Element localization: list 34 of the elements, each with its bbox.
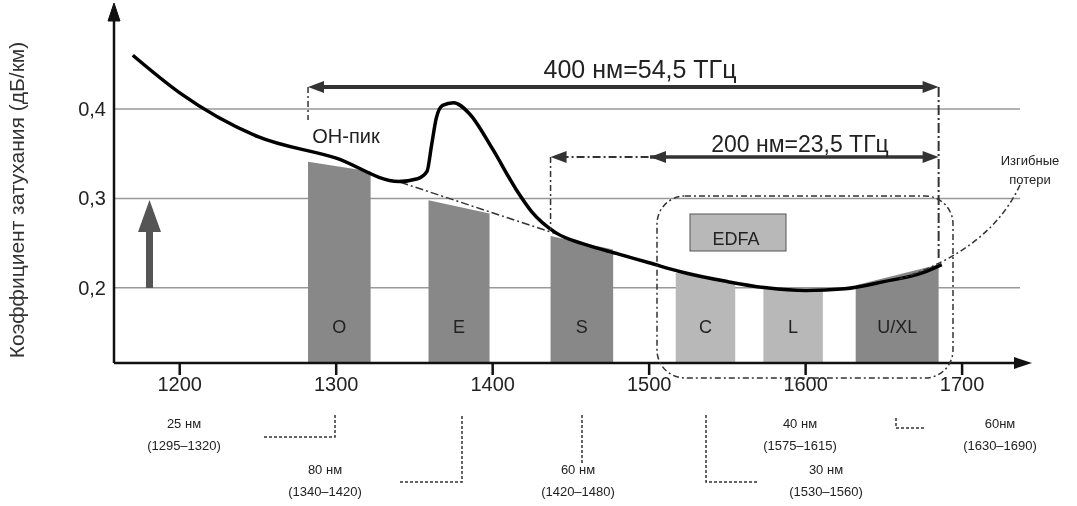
text: (1630–1690) [963,438,1037,453]
text: 60нм [984,416,1016,431]
text: 80 нм [307,462,343,477]
text: (1340–1420) [288,484,362,499]
x-tick-label: 1600 [783,373,828,396]
annotation: EDFA [712,229,760,249]
x-tick-label: 1300 [313,373,359,396]
annotation: 200 нм=23,5 ТГц [711,131,889,157]
series-label: U/XL [877,317,918,337]
text: 30 нм [808,462,844,477]
series-label: E [453,317,466,337]
text: 40 нм [782,416,818,431]
annotation: 400 нм=54,5 ТГц [543,55,737,83]
annotation: ОН-пик [312,125,380,147]
x-tick-label: 1400 [470,373,515,396]
series-label: C [698,317,712,337]
text: (1530–1560) [789,484,863,499]
series-label: O [332,317,347,337]
annotation: Изгибные потери [1000,153,1060,187]
text: (1420–1480) [541,484,615,499]
series-label: L [788,317,799,337]
y-tick-label: 0,3 [78,187,106,210]
series-label: S [575,317,588,337]
text: 25 нм [166,416,202,431]
text: (1575–1615) [763,438,837,453]
x-tick-label: 1200 [157,373,202,396]
x-tick-label: 1500 [626,373,672,396]
line-series [131,53,944,293]
y-tick-label: 0,4 [78,98,106,121]
text: 60 нм [560,462,596,477]
text: (1295–1320) [147,438,221,453]
y-tick-label: 0,2 [78,276,106,299]
y-axis-title: Коэффициент затухания (дБ/км) [5,41,28,359]
x-tick-label: 1700 [939,373,985,396]
